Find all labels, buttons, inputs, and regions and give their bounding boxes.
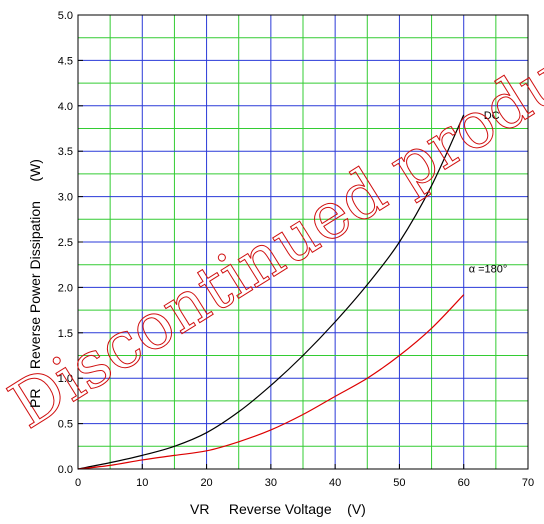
series-label-1: α =180° xyxy=(469,264,508,276)
series-label-0: DC xyxy=(484,110,500,122)
x-tick-label: 20 xyxy=(200,477,212,489)
series-line-1 xyxy=(77,294,465,470)
series-line-0 xyxy=(77,114,465,470)
y-tick-label: 4.0 xyxy=(58,101,73,113)
watermark-text: Discontinued product. xyxy=(0,0,544,444)
y-tick-label: 0.5 xyxy=(58,419,73,431)
x-axis-label: VR Reverse Voltage (V) xyxy=(190,501,366,517)
x-tick-label: 0 xyxy=(75,477,81,489)
series-layer: DC α =180° xyxy=(77,110,508,470)
y-tick-label: 4.5 xyxy=(58,55,73,67)
y-tick-label: 1.0 xyxy=(58,373,73,385)
y-tick-label: 2.5 xyxy=(58,237,73,249)
x-tick-label: 40 xyxy=(329,477,341,489)
x-tick-label: 10 xyxy=(136,477,148,489)
watermark: Discontinued product. xyxy=(0,0,544,444)
x-tick-label: 60 xyxy=(458,477,470,489)
x-tick-label: 50 xyxy=(393,477,405,489)
y-tick-label: 1.5 xyxy=(58,328,73,340)
ticks: 0 10 20 30 40 50 60 70 0.0 0.5 1.0 1.5 2.0 2.5 3.0 3.5 4… xyxy=(58,10,534,489)
x-tick-label: 70 xyxy=(522,477,534,489)
y-tick-label: 3.0 xyxy=(58,192,73,204)
y-tick-label: 0.0 xyxy=(58,464,73,476)
y-axis-label: PR Reverse Power Dissipation (W) xyxy=(27,159,43,408)
y-tick-label: 2.0 xyxy=(58,282,73,294)
x-tick-label: 30 xyxy=(265,477,277,489)
y-tick-label: 5.0 xyxy=(58,10,73,22)
y-tick-label: 3.5 xyxy=(58,146,73,158)
